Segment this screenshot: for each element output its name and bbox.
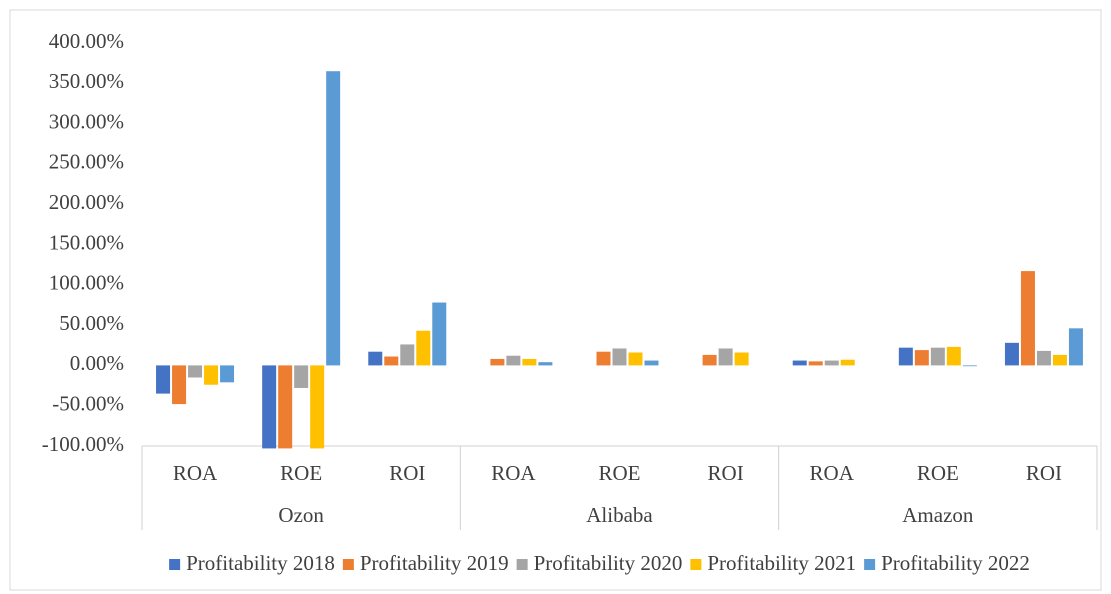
bar: [262, 365, 277, 449]
bar: [172, 365, 187, 405]
bar: [596, 351, 611, 366]
bar: [824, 360, 839, 366]
legend-label: Profitability 2018: [186, 551, 335, 575]
bar: [522, 358, 537, 366]
y-tick-label: 350.00%: [49, 69, 124, 93]
bar: [808, 361, 823, 366]
bar: [278, 365, 293, 449]
legend-swatch: [169, 559, 181, 570]
bar: [792, 360, 807, 366]
group-label: Ozon: [278, 503, 324, 527]
bar: [1068, 328, 1083, 366]
bar: [1004, 342, 1019, 366]
x-tick-label: ROI: [1026, 461, 1062, 485]
bar: [294, 365, 309, 388]
legend-label: Profitability 2020: [534, 551, 683, 575]
bar: [506, 355, 521, 366]
y-tick-label: 250.00%: [49, 150, 124, 174]
y-tick-label: 400.00%: [49, 29, 124, 53]
bar: [628, 352, 643, 366]
bar: [946, 346, 961, 366]
bar: [1036, 350, 1051, 366]
legend-label: Profitability 2021: [707, 551, 856, 575]
group-label: Amazon: [902, 503, 974, 527]
bar: [220, 365, 235, 383]
x-tick-label: ROI: [389, 461, 425, 485]
bar: [914, 350, 929, 366]
x-tick-label: ROA: [173, 461, 218, 485]
legend-label: Profitability 2022: [881, 551, 1030, 575]
bar: [432, 302, 447, 366]
bar: [840, 359, 855, 366]
bar: [898, 347, 913, 366]
x-tick-label: ROE: [599, 461, 641, 485]
legend-swatch: [690, 559, 702, 570]
bar: [702, 354, 717, 366]
legend-swatch: [864, 559, 876, 570]
x-tick-label: ROI: [708, 461, 744, 485]
bar: [962, 365, 977, 367]
x-tick-label: ROE: [280, 461, 322, 485]
bar: [734, 352, 749, 366]
bar: [1052, 354, 1067, 366]
y-tick-label: 150.00%: [49, 230, 124, 254]
legend-label: Profitability 2019: [360, 551, 509, 575]
bar: [718, 348, 733, 366]
bar: [188, 365, 203, 378]
x-tick-label: ROA: [810, 461, 855, 485]
bar: [490, 358, 505, 366]
bar: [368, 351, 383, 366]
y-tick-label: -100.00%: [42, 432, 124, 456]
bar: [416, 330, 431, 366]
y-tick-label: -50.00%: [52, 392, 124, 416]
bar: [538, 362, 553, 366]
bar: [156, 365, 171, 394]
legend-swatch: [516, 559, 528, 570]
y-tick-label: 50.00%: [59, 311, 124, 335]
bar: [930, 347, 945, 366]
bar: [644, 360, 659, 366]
bar: [310, 365, 325, 449]
bar: [1020, 271, 1035, 366]
chart-border: [9, 9, 1102, 591]
x-tick-label: ROE: [917, 461, 959, 485]
y-tick-label: 0.00%: [70, 351, 124, 375]
bar: [384, 356, 399, 366]
y-tick-label: 300.00%: [49, 109, 124, 133]
y-tick-label: 200.00%: [49, 190, 124, 214]
x-tick-label: ROA: [491, 461, 536, 485]
bar: [400, 344, 415, 366]
legend-swatch: [342, 559, 354, 570]
group-label: Alibaba: [586, 503, 653, 527]
bar: [326, 71, 341, 366]
bar: [204, 365, 219, 385]
bar: [612, 348, 627, 366]
y-tick-label: 100.00%: [49, 271, 124, 295]
